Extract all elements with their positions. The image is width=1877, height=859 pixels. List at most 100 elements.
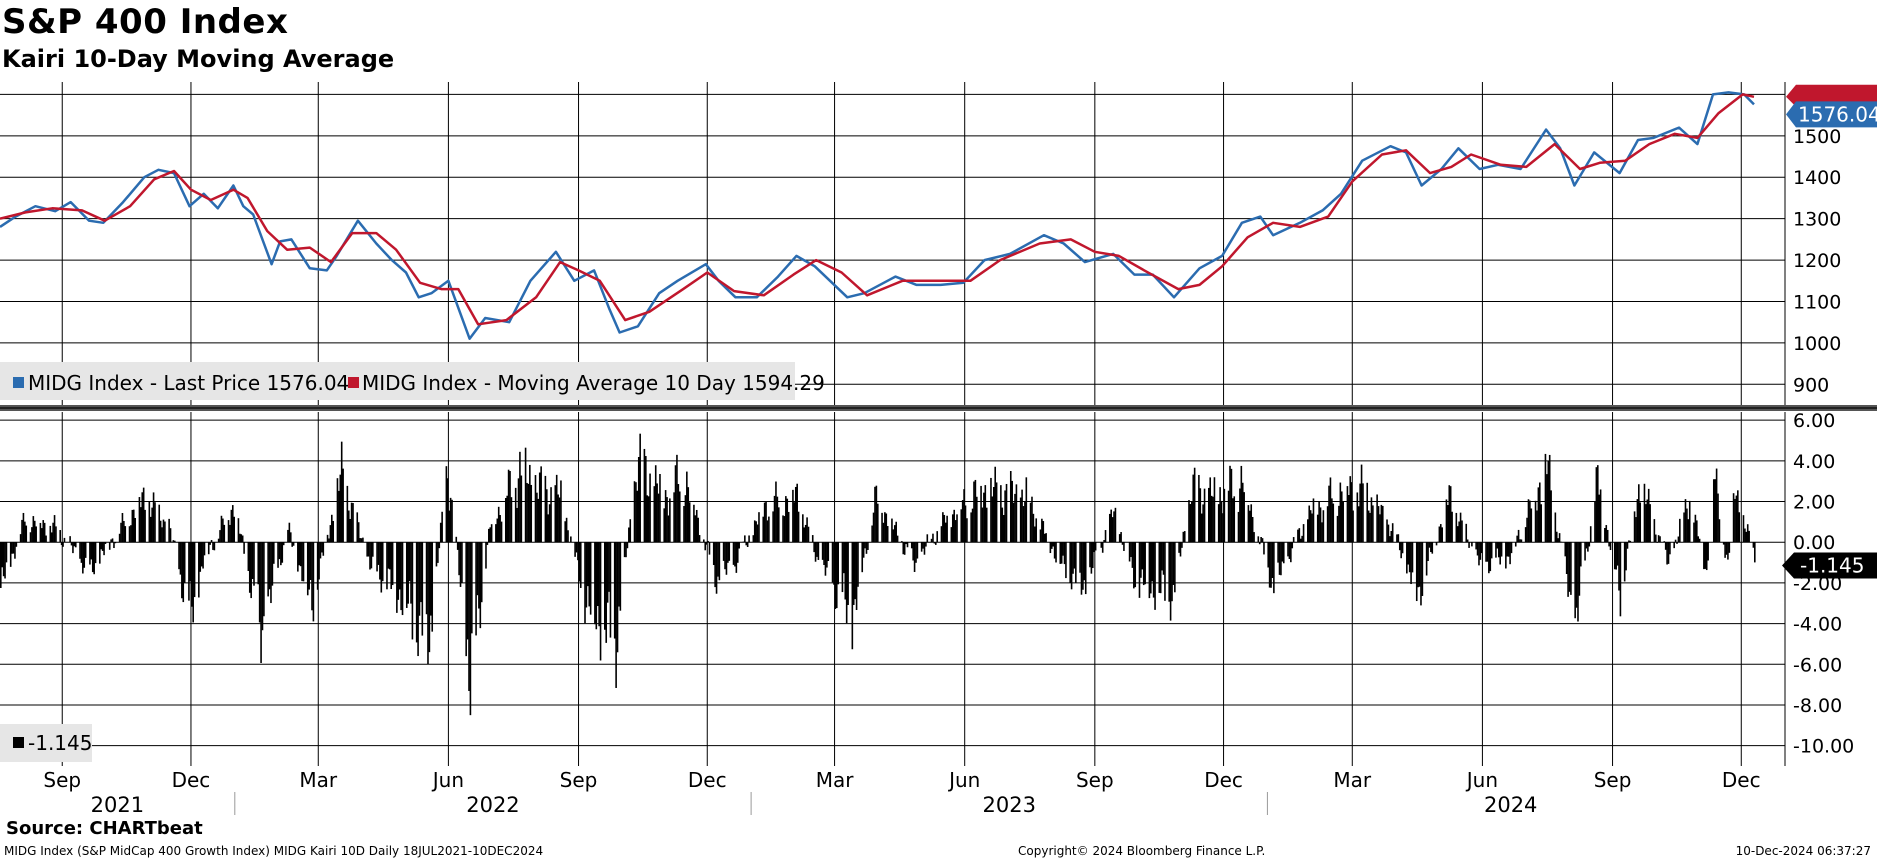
kairi-bar xyxy=(1497,542,1500,558)
kairi-bar xyxy=(1639,502,1642,543)
kairi-bar xyxy=(132,509,135,543)
kairi-bar xyxy=(110,539,112,543)
kairi-bar xyxy=(1339,482,1342,543)
kairi-bar xyxy=(1043,533,1046,543)
kairi-bar xyxy=(851,542,854,650)
kairi-bar xyxy=(585,542,588,608)
kairi-bar xyxy=(441,511,443,543)
kairi-bar xyxy=(1233,496,1236,543)
kairi-bar xyxy=(1643,483,1646,543)
kairi-bar xyxy=(669,498,671,543)
kairi-bar xyxy=(1445,499,1448,543)
kairi-bar xyxy=(1140,542,1142,578)
kairi-bar xyxy=(905,542,907,545)
kairi-bar xyxy=(328,538,330,543)
kairi-bar xyxy=(886,526,889,543)
kairi-bar xyxy=(1674,539,1677,543)
kairi-bar xyxy=(1744,528,1746,543)
kairi-bar xyxy=(1287,542,1289,557)
kairi-bar xyxy=(664,490,667,543)
kairi-bar xyxy=(1082,542,1084,590)
kairi-bar xyxy=(42,520,45,543)
kairi-bar xyxy=(366,542,368,557)
kairi-bar xyxy=(787,511,790,543)
kairi-bar xyxy=(1596,465,1599,543)
kairi-bar xyxy=(667,515,670,543)
kairi-bar xyxy=(199,542,202,572)
kairi-bar xyxy=(560,480,562,543)
kairi-bar xyxy=(1372,505,1374,543)
kairi-bar xyxy=(636,490,639,543)
legend-swatch-moving-average xyxy=(348,377,359,388)
kairi-bar xyxy=(258,542,261,623)
kairi-bar xyxy=(663,508,666,543)
kairi-bar xyxy=(976,496,978,543)
kairi-bar xyxy=(89,542,91,565)
kairi-bar xyxy=(755,521,757,543)
kairi-bar xyxy=(1386,519,1388,543)
kairi-bar xyxy=(1332,503,1335,543)
kairi-bar xyxy=(577,542,579,561)
kairi-bar xyxy=(1666,542,1668,565)
kairi-bar xyxy=(783,516,786,543)
kairi-bar xyxy=(1568,542,1571,592)
kairi-bar xyxy=(1080,542,1083,595)
kairi-bar xyxy=(405,542,408,608)
kairi-bar xyxy=(108,542,111,550)
kairi-bar xyxy=(1587,542,1589,552)
kairi-bar xyxy=(1162,542,1165,575)
kairi-bar xyxy=(198,542,200,598)
kairi-bar xyxy=(796,483,798,543)
kairi-bar xyxy=(213,542,216,551)
kairi-bar xyxy=(1199,488,1202,543)
kairi-bar xyxy=(1653,519,1656,543)
kairi-bar xyxy=(995,482,998,543)
kairi-bar xyxy=(1025,477,1028,543)
kairi-bar xyxy=(476,542,479,596)
kairi-bar xyxy=(1459,512,1462,543)
kairi-bar xyxy=(695,509,698,543)
x-tick-label: Jun xyxy=(1465,768,1498,792)
kairi-last-tag xyxy=(1782,552,1877,579)
legend-swatch-kairi xyxy=(13,737,24,748)
kairi-bar xyxy=(584,542,586,624)
kairi-bar xyxy=(1570,542,1572,595)
kairi-bar xyxy=(881,512,883,543)
kairi-bar xyxy=(1718,519,1721,543)
kairi-bar xyxy=(1499,542,1501,565)
y-tick-label: -4.00 xyxy=(1793,614,1842,636)
kairi-bar xyxy=(891,518,893,543)
kairi-bar xyxy=(964,505,967,543)
kairi-bar xyxy=(90,542,93,560)
kairi-bar xyxy=(1609,542,1612,551)
kairi-bar xyxy=(1694,514,1697,543)
kairi-bar xyxy=(1089,542,1091,568)
kairi-bar xyxy=(1318,501,1320,543)
kairi-bar xyxy=(871,525,873,543)
kairi-bar xyxy=(35,526,37,543)
kairi-bar xyxy=(91,542,94,573)
kairi-bar xyxy=(1735,495,1738,543)
x-year-label: 2021 xyxy=(91,793,144,815)
y-tick-label: 4.00 xyxy=(1793,451,1835,473)
y-tick-label: 1200 xyxy=(1793,250,1841,272)
kairi-bar xyxy=(1312,498,1315,543)
kairi-bar xyxy=(4,542,6,579)
kairi-bar xyxy=(1669,542,1671,555)
kairi-bar xyxy=(629,519,632,543)
kairi-bar xyxy=(697,517,699,543)
kairi-bar xyxy=(475,542,477,636)
kairi-bar xyxy=(1732,493,1735,543)
kairi-bar xyxy=(1687,519,1690,543)
kairi-bar xyxy=(1390,531,1393,543)
kairi-bar xyxy=(519,451,521,543)
kairi-bar xyxy=(1059,542,1062,564)
kairi-bar xyxy=(1527,499,1530,543)
kairi-bar xyxy=(289,532,292,543)
kairi-bar xyxy=(465,542,467,657)
kairi-bar xyxy=(855,542,858,611)
kairi-bar xyxy=(1479,542,1482,560)
y-tick-label: 1100 xyxy=(1793,291,1841,313)
kairi-bar xyxy=(1580,542,1582,567)
kairi-bar xyxy=(152,492,155,543)
